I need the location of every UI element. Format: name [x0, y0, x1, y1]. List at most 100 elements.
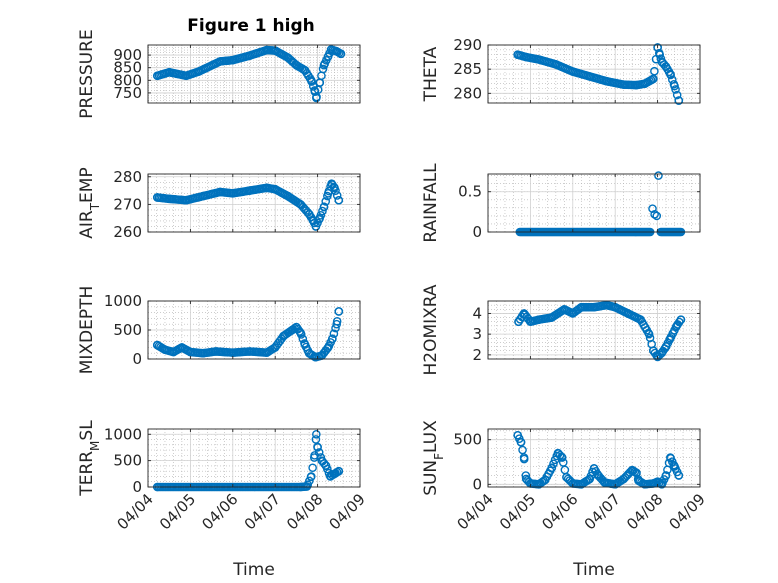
data-point	[636, 315, 645, 324]
y-tick-label: 500	[113, 321, 142, 339]
data-point	[640, 480, 650, 489]
data-point	[650, 66, 659, 76]
data-point	[296, 328, 305, 338]
x-tick-label: 04/05	[496, 490, 539, 533]
data-point	[153, 71, 162, 81]
y-tick-label: 1000	[104, 425, 142, 443]
data-point	[186, 347, 195, 357]
data-point	[568, 67, 578, 76]
data-point	[310, 86, 319, 95]
data-point	[610, 480, 620, 489]
data-point	[585, 474, 595, 484]
data-point	[177, 343, 187, 352]
data-point	[228, 55, 238, 65]
y-tick-label: 4	[472, 304, 482, 322]
data-point	[551, 60, 561, 69]
data-point	[650, 209, 659, 219]
data-point	[540, 475, 550, 485]
y-tick-label: 900	[113, 46, 142, 64]
data-point	[315, 78, 325, 88]
data-point	[198, 191, 208, 201]
y-tick-label: 280	[453, 84, 482, 102]
data-point	[576, 480, 586, 489]
axes-box	[487, 44, 701, 104]
data-point	[312, 93, 321, 103]
data-point	[245, 186, 255, 195]
data-point	[323, 189, 333, 198]
data-point	[661, 342, 671, 351]
data-point	[632, 468, 641, 478]
data-point	[576, 302, 586, 312]
y-axis-label: TERRMSL	[77, 420, 102, 497]
y-label-subscript: M	[88, 441, 102, 451]
data-point	[310, 451, 319, 460]
data-point	[270, 343, 280, 352]
y-axis-label: THETA	[421, 46, 441, 102]
y-label-suffix: EMP	[77, 167, 97, 203]
y-axis-label: AIRTEMP	[77, 167, 102, 238]
x-tick-label: 04/09	[666, 490, 709, 533]
data-point	[585, 72, 595, 81]
data-point	[308, 463, 317, 473]
data-point	[332, 47, 341, 56]
data-point	[513, 430, 522, 440]
data-point	[600, 478, 609, 487]
axes-box	[487, 300, 701, 360]
data-point	[245, 51, 255, 60]
data-point	[557, 453, 567, 462]
x-tick-label: 04/05	[156, 490, 199, 533]
data-point	[657, 57, 667, 67]
y-axis-label: MIXDEPTH	[77, 286, 97, 375]
data-point	[602, 300, 612, 310]
data-point	[652, 211, 662, 221]
data-point	[215, 187, 225, 197]
data-point	[632, 80, 641, 90]
y-tick-label: 750	[113, 84, 142, 102]
data-point	[657, 480, 667, 489]
data-point	[323, 343, 333, 352]
data-point	[330, 469, 339, 479]
data-point	[311, 222, 321, 231]
data-point	[160, 345, 170, 355]
data-point	[329, 329, 339, 339]
data-point	[302, 482, 312, 491]
data-point	[169, 347, 178, 357]
axes-box	[147, 428, 361, 488]
x-tick-label: 04/06	[198, 490, 241, 533]
data-point	[292, 322, 301, 332]
data-point	[627, 465, 637, 475]
data-point	[332, 191, 342, 200]
data-point	[313, 443, 322, 452]
data-point	[534, 480, 544, 489]
data-point	[262, 348, 272, 357]
data-point	[661, 62, 671, 72]
data-point	[164, 67, 174, 77]
subplot-h2omixra: 2 3 4 H2OMIXRA	[421, 284, 701, 376]
data-point	[321, 461, 331, 471]
y-axis-label: H2OMIXRA	[421, 284, 441, 375]
y-tick-label: 0	[132, 350, 142, 368]
y-label-suffix: LUX	[421, 420, 441, 453]
data-point	[560, 304, 569, 314]
data-point	[649, 346, 658, 356]
data-point	[661, 471, 671, 480]
data-point	[330, 183, 339, 193]
subplot-mixdepth: 0 500 1000 MIXDEPTH	[77, 286, 361, 375]
y-tick-label: 0	[472, 475, 482, 493]
data-point	[602, 76, 612, 86]
x-tick-label: 04/07	[581, 490, 624, 533]
data-point	[211, 347, 221, 356]
data-point	[634, 476, 643, 486]
data-point	[623, 309, 633, 318]
data-point	[334, 307, 344, 316]
data-point	[318, 206, 327, 216]
data-point	[516, 438, 526, 447]
y-tick-label: 270	[113, 195, 142, 213]
data-point	[654, 171, 663, 180]
data-point	[666, 69, 675, 79]
data-point	[332, 319, 341, 329]
data-point	[198, 348, 208, 358]
data-point	[304, 209, 314, 219]
data-point	[547, 313, 556, 322]
